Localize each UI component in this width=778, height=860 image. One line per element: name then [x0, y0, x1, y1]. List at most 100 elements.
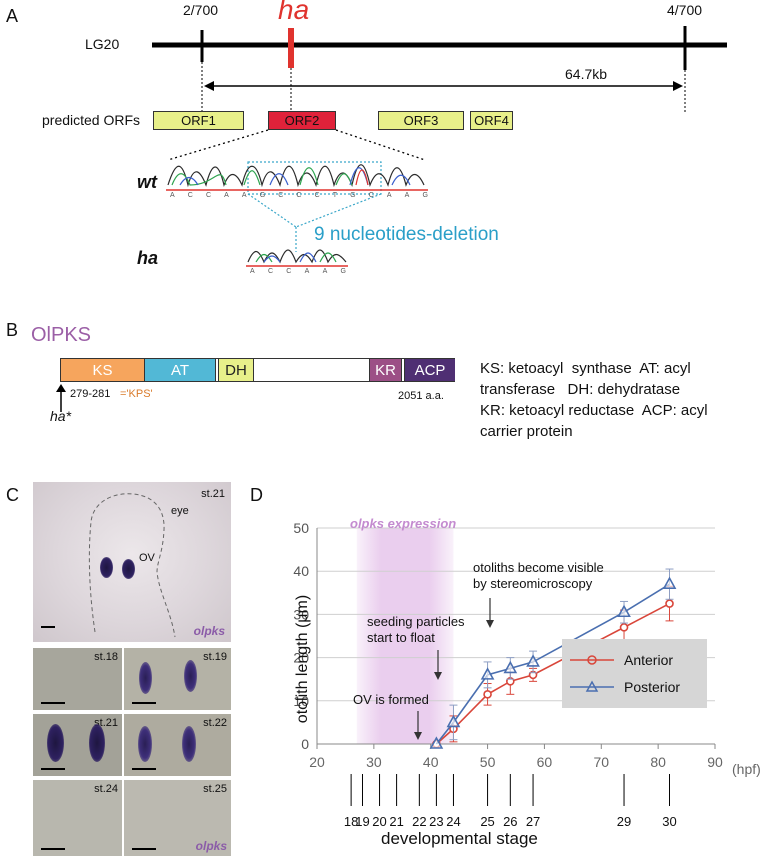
stage-image-24: st.24 — [33, 780, 122, 856]
panel-a: A 2/700 4/700 ha LG20 — [0, 0, 778, 300]
scale-bar — [132, 768, 156, 770]
data-point-posterior — [526, 654, 540, 667]
x-tick-label: 20 — [309, 754, 325, 770]
legend-anterior: Anterior — [624, 652, 674, 668]
wt-base: G — [422, 192, 428, 199]
wt-base: A — [404, 192, 410, 199]
data-point-anterior — [483, 690, 492, 699]
protein-bar: KS AT DH KR ACP — [60, 358, 455, 382]
data-point-posterior — [617, 604, 631, 618]
arrow-float-head — [434, 672, 442, 680]
panel-a-map-svg — [152, 26, 727, 267]
panel-d-label: D — [250, 485, 263, 505]
deletion-label: 9 nucleotides-deletion — [314, 224, 499, 245]
legend-line: KS: ketoacyl synthase AT: acyl — [480, 360, 691, 377]
annotation-float-2: start to float — [367, 630, 435, 645]
site-label: 279-281 — [70, 388, 111, 400]
expression-region — [356, 528, 454, 744]
otic-vesicle — [47, 724, 64, 762]
orf3-box: ORF3 — [378, 111, 464, 130]
y-tick-label: 10 — [293, 693, 309, 709]
scale-bar — [132, 702, 156, 704]
ha-locus-label: ha — [278, 0, 310, 25]
deletion-box — [247, 161, 382, 195]
data-point-posterior — [429, 736, 444, 749]
wt-base: A — [241, 192, 247, 199]
domain-at: AT — [145, 359, 216, 381]
olpks-gene-label: olpks — [195, 839, 227, 853]
stage-image-25: st.25 olpks — [124, 780, 231, 856]
domain-kr: KR — [369, 359, 402, 381]
stage-label: st.24 — [94, 783, 118, 795]
ha-base: A — [304, 268, 310, 275]
stage-tick-label: 22 — [412, 814, 426, 829]
orf1-box: ORF1 — [153, 111, 244, 130]
y-tick-label: 20 — [293, 650, 309, 666]
scale-bar — [41, 626, 55, 628]
wt-base: C — [278, 192, 284, 199]
annotation-visible-1: otoliths become visible — [473, 560, 604, 575]
scale-bar — [41, 848, 65, 850]
annotation-ov-formed: OV is formed — [353, 692, 429, 707]
legend-line: KR: ketoacyl reductase ACP: acyl — [480, 402, 708, 419]
ha-base: G — [340, 268, 346, 275]
wt-bases: A C C A A G C C C T G C A A G — [170, 192, 428, 199]
site-motif: ='KPS' — [120, 388, 153, 400]
stage-label: st.18 — [94, 651, 118, 663]
otic-vesicle — [184, 660, 197, 692]
otic-vesicle — [89, 724, 105, 762]
data-point-posterior — [503, 660, 518, 674]
arrow-visible-head — [486, 620, 494, 628]
x-tick-label: 70 — [593, 754, 609, 770]
marker-left-label: 2/700 — [183, 2, 219, 18]
panel-a-label: A — [6, 6, 19, 26]
expression-label: olpks expression — [350, 516, 457, 531]
mutation-arrow — [56, 384, 66, 412]
orf2-box: ORF2 — [268, 111, 336, 130]
wt-base: C — [314, 192, 320, 199]
wt-base: T — [332, 192, 338, 199]
distance-label: 64.7kb — [565, 66, 608, 82]
wt-base: C — [187, 192, 193, 199]
wt-base: G — [259, 192, 266, 199]
stage-tick-label: 26 — [503, 814, 517, 829]
ha-bases: A C C A A G — [250, 268, 346, 275]
y-tick-label: 30 — [293, 606, 309, 622]
ha-base: C — [267, 268, 274, 275]
stage-label: st.22 — [203, 717, 227, 729]
ha-base: A — [322, 268, 328, 275]
hpf-unit-label: (hpf) — [732, 761, 761, 777]
wt-label: wt — [137, 172, 157, 192]
stage-tick-label: 21 — [389, 814, 403, 829]
x-tick-label: 80 — [650, 754, 666, 770]
main-stage-label: st.21 — [201, 488, 225, 500]
wt-base: C — [368, 192, 374, 199]
otic-vesicle — [182, 726, 196, 762]
legend-markers — [570, 655, 614, 692]
data-point-posterior — [446, 714, 461, 728]
arrow-ov-head — [414, 732, 422, 740]
data-point-anterior — [665, 599, 674, 608]
stage-tick-label: 27 — [526, 814, 540, 829]
panel-d: D 0 10 20 30 40 50 20 30 40 50 60 70 80 90 18 19 20 21 22 2… — [240, 480, 778, 860]
wt-base: A — [224, 192, 229, 199]
wt-base: A — [170, 192, 175, 199]
y-tick-label: 50 — [293, 520, 309, 536]
stage-image-21: st.21 — [33, 714, 122, 776]
annotation-visible-2: by stereomicroscopy — [473, 576, 593, 591]
x-tick-label: 60 — [537, 754, 553, 770]
panel-b-label: B — [6, 320, 19, 340]
otic-vesicle — [138, 726, 152, 762]
domain-acp: ACP — [404, 359, 455, 381]
eye-label: eye — [171, 505, 189, 517]
ov-label: OV — [139, 552, 155, 564]
ha-chromatogram — [246, 249, 348, 267]
otic-vesicle — [139, 662, 152, 694]
orf4-box: ORF4 — [470, 111, 513, 130]
protein-length: 2051 a.a. — [398, 390, 444, 402]
marker-right-label: 4/700 — [667, 2, 703, 18]
domain-ks: KS — [61, 359, 145, 381]
stage-tick-label: 19 — [355, 814, 369, 829]
legend-line: carrier protein — [480, 423, 573, 440]
